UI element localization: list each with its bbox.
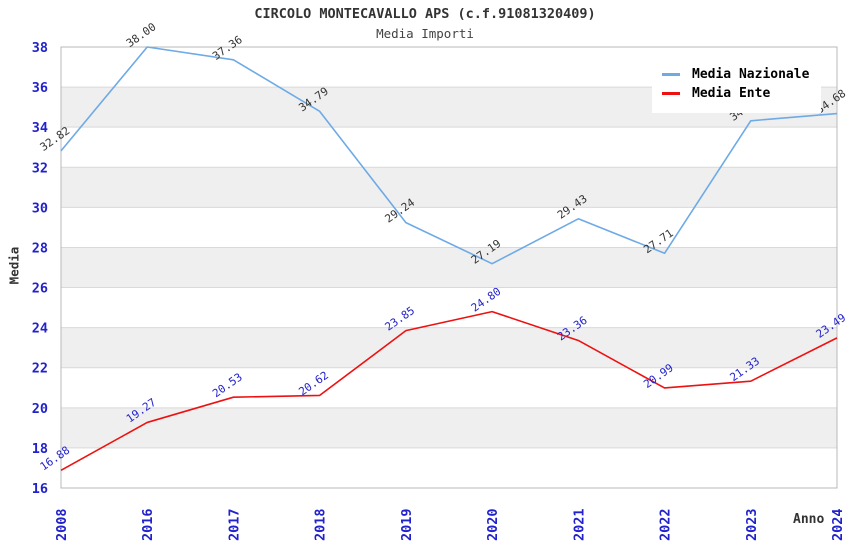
x-axis-title: Anno [793, 512, 825, 527]
y-tick-label: 18 [32, 441, 48, 457]
y-tick-label: 20 [32, 401, 48, 417]
point-label: 20.53 [210, 371, 245, 401]
x-tick-label: 2016 [140, 508, 156, 541]
point-label: 20.62 [296, 369, 331, 399]
x-tick-label: 2022 [658, 508, 674, 541]
x-tick-label: 2018 [313, 508, 329, 541]
chart-legend: Media Nazionale Media Ente [652, 57, 822, 113]
chart-title: CIRCOLO MONTECAVALLO APS (c.f.9108132040… [254, 6, 596, 22]
y-tick-label: 34 [32, 120, 48, 136]
legend-label: Media Ente [692, 86, 771, 101]
x-tick-label: 2021 [571, 508, 587, 541]
x-tick-label: 2020 [485, 508, 501, 541]
x-tick-label: 2024 [830, 508, 846, 541]
legend-marker-red-line-icon [662, 92, 680, 95]
series-line-media-ente [60, 310, 838, 472]
y-tick-label: 28 [32, 240, 48, 256]
plot-band [61, 327, 837, 368]
plot-band [61, 407, 837, 448]
y-tick-label: 36 [32, 80, 48, 96]
chart-subtitle: Media Importi [376, 26, 474, 41]
y-tick-label: 22 [32, 361, 48, 377]
legend-label: Media Nazionale [692, 67, 810, 82]
x-tick-label: 2019 [399, 508, 415, 541]
x-tick-label: 2023 [744, 508, 760, 541]
point-label: 38.00 [124, 20, 159, 50]
y-axis-title: Media [6, 246, 22, 285]
x-tick-label: 2017 [226, 508, 242, 541]
point-label: 24.80 [469, 285, 504, 315]
legend-item-media-ente: Media Ente [662, 86, 809, 101]
y-tick-label: 24 [32, 321, 48, 337]
plot-border [60, 46, 838, 489]
series-line-media-nazionale [60, 46, 838, 265]
y-tick-label: 32 [32, 160, 48, 176]
y-tick-label: 38 [32, 40, 48, 56]
legend-marker-blue-line-icon [662, 73, 680, 76]
y-tick-label: 30 [32, 200, 48, 216]
plot-band [61, 167, 837, 208]
y-tick-label: 16 [32, 481, 48, 497]
y-tick-label: 26 [32, 281, 48, 297]
plot-band [61, 247, 837, 288]
legend-item-media-nazionale: Media Nazionale [662, 67, 809, 82]
x-tick-label: 2008 [54, 508, 70, 541]
